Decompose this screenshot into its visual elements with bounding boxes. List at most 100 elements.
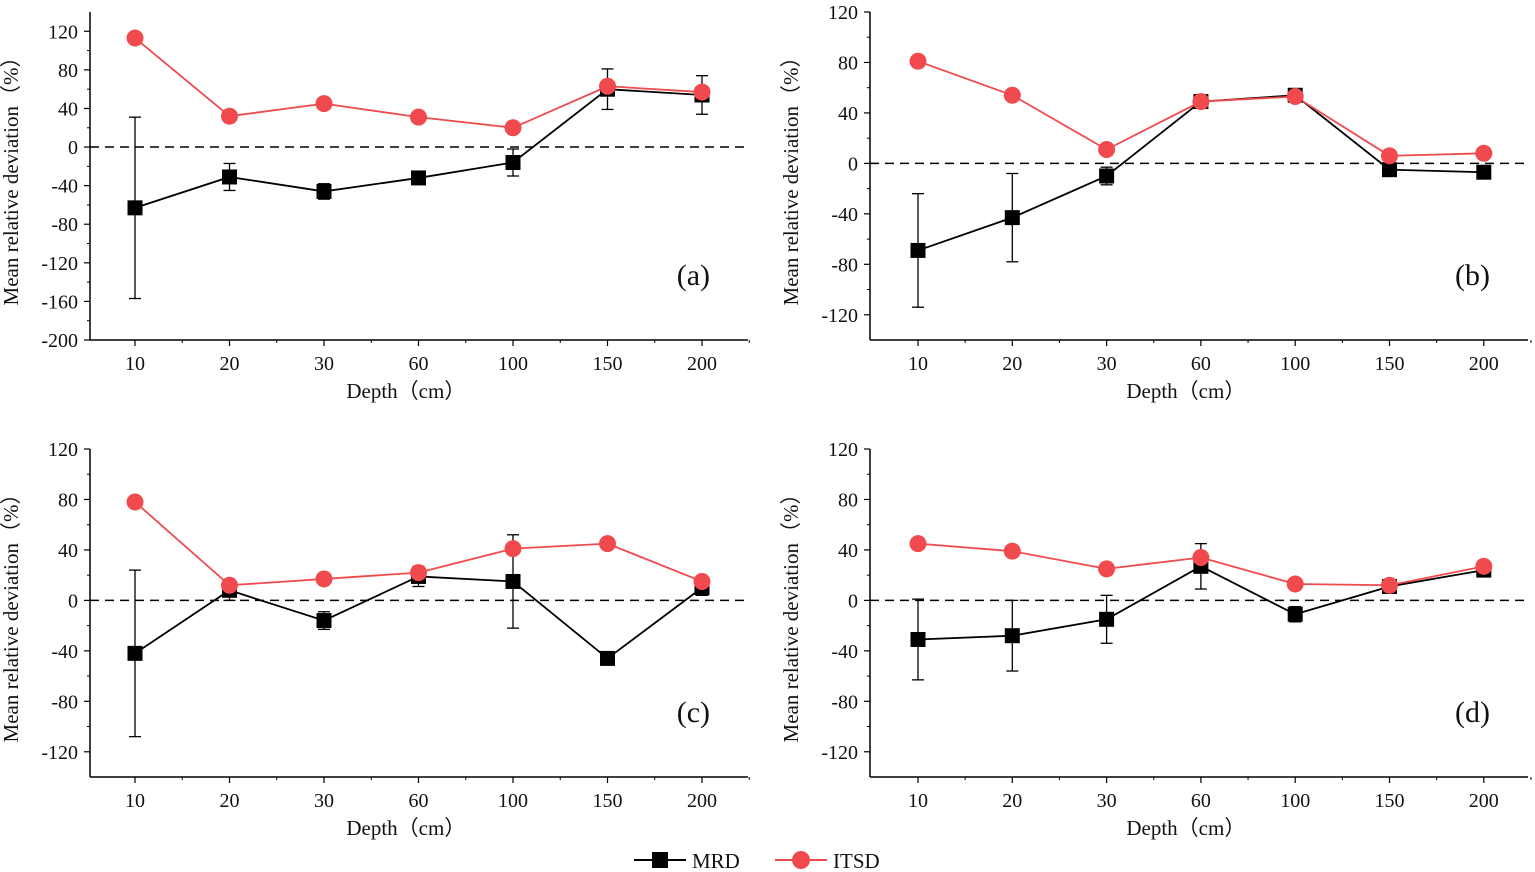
x-tick-label: 150: [593, 353, 623, 375]
y-tick-label: 80: [58, 489, 78, 511]
itsd-point: [315, 570, 333, 588]
itsd-point: [315, 95, 333, 113]
y-tick-label: 120: [828, 439, 858, 461]
y-tick-label: 40: [58, 98, 78, 120]
y-tick-label: 80: [838, 52, 858, 74]
x-axis-title: Depth（cm）: [1126, 816, 1245, 840]
itsd-point: [1475, 144, 1493, 162]
panel-c: 120 80 40 0 -40 -80 -120 10 20 30 60 100 150 200 Depth…: [0, 439, 750, 840]
mrd-point: [1476, 164, 1492, 180]
mrd-line: [134, 88, 703, 209]
x-axis-title: Depth（cm）: [346, 379, 465, 403]
mrd-line: [134, 575, 703, 660]
mrd-point: [1287, 606, 1303, 622]
x-tick-label: 60: [409, 790, 429, 812]
itsd-point: [693, 83, 711, 101]
y-tick-label: 0: [848, 153, 858, 175]
itsd-point: [1286, 575, 1304, 593]
itsd-point: [1003, 86, 1021, 104]
x-tick-label: 200: [1469, 353, 1499, 375]
x-tick-label: 100: [498, 790, 528, 812]
mrd-point: [411, 170, 426, 186]
y-tick-label: -120: [821, 742, 858, 764]
x-tick-label: 200: [1469, 790, 1499, 812]
y-tick-label: 40: [838, 540, 858, 562]
itsd-point: [410, 108, 427, 126]
itsd-point: [1286, 88, 1304, 106]
mrd-point: [1099, 611, 1115, 627]
x-tick-label: 30: [314, 790, 334, 812]
x-axis-title: Depth（cm）: [1126, 379, 1245, 403]
y-axis-title: Mean relative deviation（%）: [779, 47, 803, 306]
mrd-point: [127, 645, 143, 661]
itsd-point: [599, 535, 616, 553]
panel-b: 120 80 40 0 -40 -80 -120 10 20 30 60 100 150 200 Depth…: [779, 2, 1532, 403]
itsd-point: [599, 77, 616, 95]
x-tick-label: 20: [1002, 790, 1022, 812]
x-axis-title: Depth（cm）: [346, 816, 465, 840]
mrd-point: [316, 183, 332, 199]
mrd-point: [316, 613, 332, 629]
itsd-point: [1475, 557, 1493, 575]
panel-d: 120 80 40 0 -40 -80 -120 10 20 30 60 100 150 200 Depth…: [779, 439, 1532, 840]
x-tick-label: 30: [1097, 790, 1117, 812]
panel-label: (c): [677, 696, 710, 729]
y-tick-label: -40: [51, 176, 78, 198]
y-tick-label: -120: [41, 253, 78, 275]
itsd-point: [909, 52, 927, 70]
mrd-point: [1004, 628, 1020, 644]
x-tick-label: 30: [1097, 353, 1117, 375]
y-tick-label: -200: [41, 330, 78, 352]
mrd-point: [1382, 162, 1397, 178]
x-tick-label: 100: [1280, 790, 1310, 812]
mrd-point: [1099, 168, 1115, 184]
x-tick-label: 150: [1375, 353, 1405, 375]
panel-label: (b): [1455, 259, 1490, 292]
x-tick-label: 200: [687, 353, 717, 375]
itsd-point: [221, 107, 238, 125]
x-tick-label: 10: [908, 353, 928, 375]
legend-mrd-marker: [652, 852, 668, 868]
itsd-point: [504, 540, 522, 558]
itsd-point: [909, 535, 927, 553]
itsd-point: [504, 119, 522, 137]
itsd-point: [221, 576, 238, 594]
x-tick-label: 100: [498, 353, 528, 375]
legend-itsd-marker: [792, 851, 810, 869]
mrd-point: [127, 200, 143, 216]
panel-a: 120 80 40 0 -40 -80 -120 -160 -200 10 20 30 60 100 150…: [0, 12, 750, 403]
legend: MRD ITSD: [634, 849, 880, 872]
mrd-point: [910, 242, 926, 258]
y-axis-title: Mean relative deviation（%）: [779, 484, 803, 743]
y-tick-label: -80: [831, 691, 858, 713]
y-tick-label: 40: [838, 103, 858, 125]
y-tick-label: -80: [51, 214, 78, 236]
x-tick-label: 10: [125, 353, 145, 375]
x-tick-label: 150: [593, 790, 623, 812]
legend-mrd-label: MRD: [692, 849, 740, 872]
y-tick-label: -80: [831, 254, 858, 276]
itsd-point: [1098, 141, 1116, 159]
x-tick-label: 20: [1002, 353, 1022, 375]
itsd-point: [1381, 576, 1398, 594]
x-tick-label: 10: [908, 790, 928, 812]
y-tick-label: 0: [848, 590, 858, 612]
x-tick-label: 150: [1375, 790, 1405, 812]
x-tick-label: 10: [125, 790, 145, 812]
itsd-point: [1192, 93, 1210, 111]
x-tick-label: 60: [409, 353, 429, 375]
y-tick-label: 80: [58, 60, 78, 82]
y-axis-title: Mean relative deviation（%）: [0, 484, 23, 743]
itsd-point: [693, 572, 711, 590]
legend-itsd-label: ITSD: [833, 849, 880, 872]
x-tick-label: 100: [1280, 353, 1310, 375]
itsd-point: [126, 29, 144, 47]
itsd-point: [1192, 548, 1210, 566]
y-tick-label: -40: [831, 641, 858, 663]
mrd-point: [222, 169, 237, 185]
y-tick-label: -40: [51, 641, 78, 663]
y-tick-label: -160: [41, 291, 78, 313]
mrd-point: [505, 154, 521, 170]
y-tick-label: -40: [831, 204, 858, 226]
